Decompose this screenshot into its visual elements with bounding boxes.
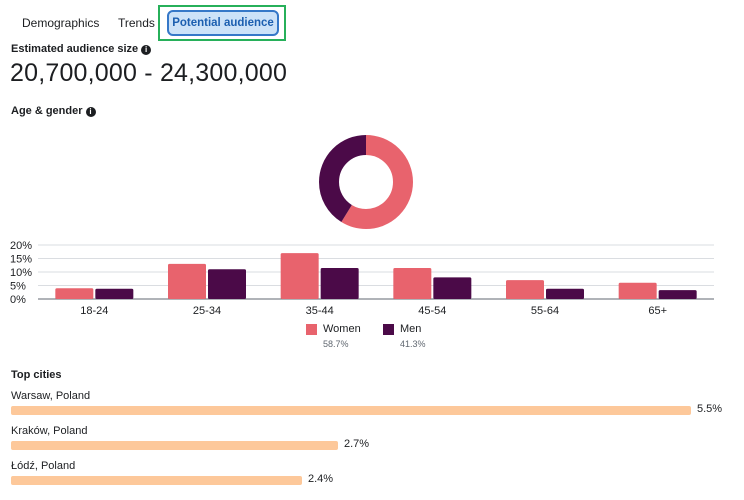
city-row: Warsaw, Poland 5.5%	[11, 390, 741, 420]
city-name: Warsaw, Poland	[11, 390, 91, 402]
age-gender-bar-chart: 20% 15%10% 5%0% 18-24 25-34 35-44 45-54 55-64 65…	[10, 240, 714, 317]
x-tick-label: 55-64	[531, 305, 559, 317]
city-row: Kraków, Poland 2.7%	[11, 425, 741, 455]
legend-swatch-women	[306, 324, 317, 335]
bar-men-35-44[interactable]	[320, 267, 359, 299]
bar-women-65+[interactable]	[618, 282, 657, 299]
legend-women-pct: 58.7%	[323, 339, 349, 349]
gender-donut-chart	[319, 135, 413, 229]
y-tick-label: 10%	[10, 267, 32, 279]
bar-men-55-64[interactable]	[546, 288, 584, 299]
y-tick-label: 20%	[10, 240, 32, 252]
city-name: Kraków, Poland	[11, 425, 88, 437]
info-icon[interactable]: i	[85, 107, 96, 117]
age-gender-label: Age & gender	[11, 105, 83, 117]
city-bar	[11, 441, 338, 450]
y-tick-label: 15%	[10, 254, 32, 266]
audience-size-heading: Estimated audience size i	[11, 43, 152, 55]
city-bar	[11, 406, 691, 415]
x-tick-label: 45-54	[418, 305, 446, 317]
bar-men-25-34[interactable]	[208, 269, 246, 299]
legend-women-label: Women	[323, 323, 361, 335]
legend-men-label: Men	[400, 323, 422, 335]
tab-trends[interactable]: Trends	[118, 16, 155, 30]
city-pct: 2.7%	[344, 438, 370, 450]
legend-men-pct: 41.3%	[400, 339, 426, 349]
tab-demographics[interactable]: Demographics	[22, 16, 100, 30]
bar-men-18-24[interactable]	[95, 288, 134, 299]
x-tick-label: 25-34	[193, 305, 221, 317]
y-tick-label: 5%	[10, 281, 26, 293]
bar-men-65+[interactable]	[658, 290, 697, 299]
city-pct: 2.4%	[308, 473, 334, 485]
y-tick-label: 0%	[10, 294, 26, 306]
city-name: Łódź, Poland	[11, 460, 76, 472]
x-tick-label: 35-44	[306, 305, 334, 317]
audience-size-label: Estimated audience size	[11, 43, 139, 55]
bar-women-18-24[interactable]	[55, 288, 94, 299]
city-bar	[11, 476, 302, 485]
tab-highlight-frame	[158, 5, 286, 41]
age-gender-heading: Age & gender i	[11, 105, 96, 117]
bar-women-45-54[interactable]	[393, 267, 432, 299]
x-tick-label: 18-24	[80, 305, 108, 317]
city-pct: 5.5%	[697, 403, 723, 415]
bar-women-55-64[interactable]	[506, 280, 544, 299]
bar-women-25-34[interactable]	[168, 263, 206, 299]
tab-bar: Demographics Trends Potential audience	[0, 0, 744, 44]
legend-swatch-men	[383, 324, 394, 335]
city-row: Łódź, Poland 2.4%	[11, 460, 741, 490]
info-icon[interactable]: i	[141, 45, 152, 55]
bar-men-45-54[interactable]	[433, 277, 472, 299]
x-tick-label: 65+	[648, 305, 667, 317]
top-cities-heading: Top cities	[11, 369, 62, 381]
tab-potential-audience[interactable]: Potential audience	[167, 10, 279, 36]
audience-size-value: 20,700,000 - 24,300,000	[10, 59, 288, 87]
bar-women-35-44[interactable]	[280, 253, 319, 299]
donut-slice-men[interactable]	[319, 135, 413, 229]
